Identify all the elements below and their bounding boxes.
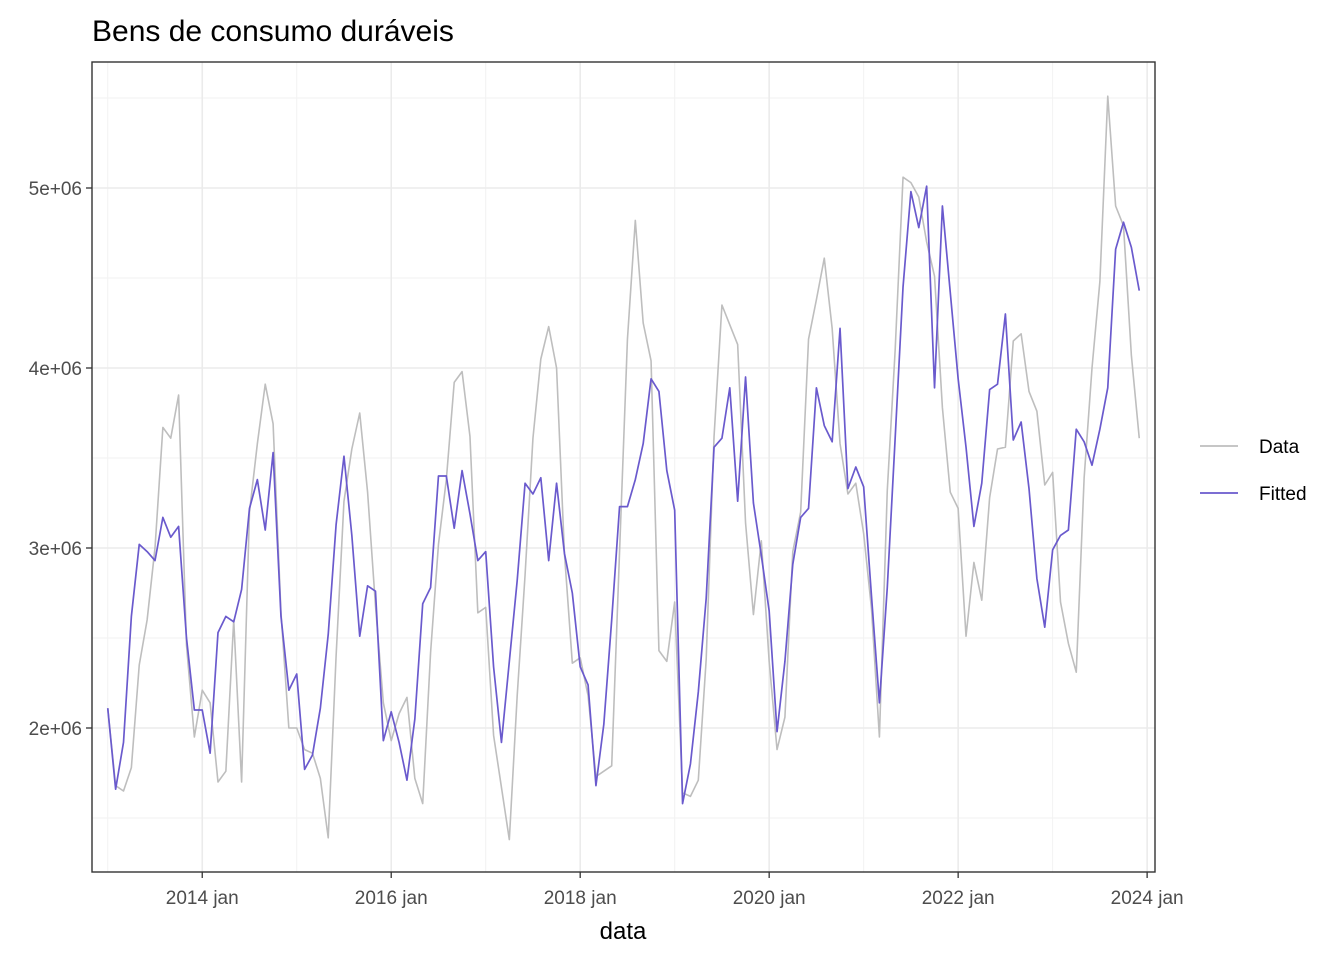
x-tick-label: 2016 jan	[355, 888, 428, 909]
x-tick-label: 2018 jan	[544, 888, 617, 909]
x-axis-title: data	[600, 918, 647, 945]
x-tick-label: 2020 jan	[733, 888, 806, 909]
x-tick-label: 2014 jan	[166, 888, 239, 909]
y-tick-label: 3e+06	[29, 539, 82, 560]
legend-item-fitted: Fitted	[1200, 484, 1307, 505]
panel-border	[91, 61, 1156, 873]
y-tick-label: 5e+06	[29, 179, 82, 200]
legend-label: Fitted	[1259, 484, 1307, 505]
y-tick-label: 2e+06	[29, 719, 82, 740]
y-tick-label: 4e+06	[29, 359, 82, 380]
x-tick-label: 2022 jan	[922, 888, 995, 909]
chart-title: Bens de consumo duráveis	[92, 15, 454, 48]
y-tick-labels: 2e+06 3e+06 4e+06 5e+06	[29, 179, 82, 740]
series-lines	[106, 95, 1141, 841]
series-line-fitted	[106, 185, 1141, 805]
legend: Data Fitted	[1200, 437, 1307, 505]
panel-background	[92, 62, 1155, 872]
x-tick-labels: 2014 jan 2016 jan 2018 jan 2020 jan 2022 jan…	[166, 888, 1184, 909]
axis-ticks	[86, 187, 1148, 878]
legend-item-data: Data	[1200, 437, 1300, 458]
plot-panel	[92, 62, 1155, 872]
major-gridlines	[92, 62, 1155, 872]
minor-gridlines	[92, 62, 1155, 872]
x-tick-label: 2024 jan	[1111, 888, 1184, 909]
legend-label: Data	[1259, 437, 1300, 458]
panel-frame	[91, 61, 1156, 873]
